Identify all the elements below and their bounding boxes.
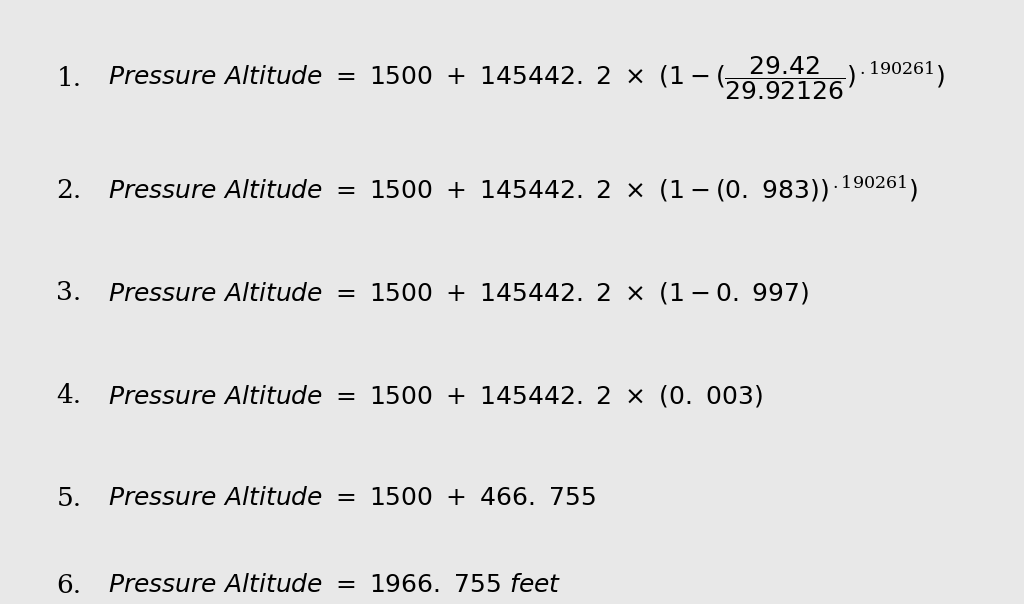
Text: $\mathit{Pressure\ Altitude}\ =\ 1500\ +\ 145442{.}\ 2\ \times\ (1-0{.}\ 997)$: $\mathit{Pressure\ Altitude}\ =\ 1500\ +… [108, 280, 809, 306]
Text: 4.: 4. [56, 383, 82, 408]
Text: $\mathit{Pressure\ Altitude}\ =\ 1500\ +\ 145442{.}\ 2\ \times\ (1-(\dfrac{29.42: $\mathit{Pressure\ Altitude}\ =\ 1500\ +… [108, 54, 945, 103]
Text: 6.: 6. [56, 573, 82, 599]
Text: $\mathit{Pressure\ Altitude}\ =\ 1500\ +\ 145442{.}\ 2\ \times\ (1-(0{.}\ 983))^: $\mathit{Pressure\ Altitude}\ =\ 1500\ +… [108, 175, 918, 205]
Text: $\mathit{Pressure\ Altitude}\ =\ 1966{.}\ 755\ \mathit{feet}$: $\mathit{Pressure\ Altitude}\ =\ 1966{.}… [108, 574, 561, 597]
Text: 5.: 5. [56, 486, 82, 511]
Text: 2.: 2. [56, 178, 82, 203]
Text: 3.: 3. [56, 280, 82, 306]
Text: 1.: 1. [56, 66, 82, 91]
Text: $\mathit{Pressure\ Altitude}\ =\ 1500\ +\ 145442{.}\ 2\ \times\ (0{.}\ 003)$: $\mathit{Pressure\ Altitude}\ =\ 1500\ +… [108, 382, 762, 409]
Text: $\mathit{Pressure\ Altitude}\ =\ 1500\ +\ 466{.}\ 755$: $\mathit{Pressure\ Altitude}\ =\ 1500\ +… [108, 487, 595, 510]
